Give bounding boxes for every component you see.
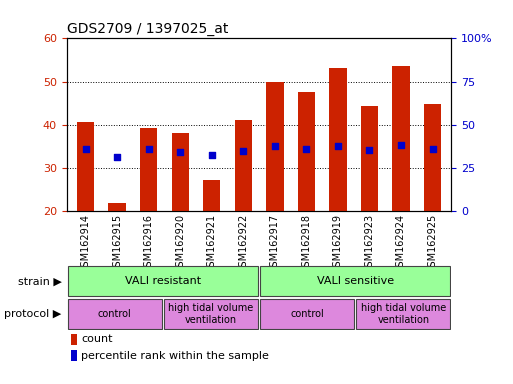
Point bbox=[271, 142, 279, 149]
Bar bbox=[260, 266, 450, 296]
Point bbox=[145, 146, 153, 152]
Text: percentile rank within the sample: percentile rank within the sample bbox=[81, 351, 269, 361]
Text: high tidal volume
ventilation: high tidal volume ventilation bbox=[361, 303, 446, 325]
Bar bbox=[164, 299, 258, 329]
Point bbox=[208, 152, 216, 158]
Point bbox=[302, 146, 310, 152]
Text: GDS2709 / 1397025_at: GDS2709 / 1397025_at bbox=[67, 22, 228, 36]
Point bbox=[82, 146, 90, 152]
Bar bbox=[140, 128, 157, 211]
Bar bbox=[260, 299, 354, 329]
Text: VALI resistant: VALI resistant bbox=[125, 276, 201, 286]
Bar bbox=[424, 104, 441, 211]
Text: count: count bbox=[81, 334, 113, 344]
Bar bbox=[392, 66, 410, 211]
Text: high tidal volume
ventilation: high tidal volume ventilation bbox=[168, 303, 253, 325]
Bar bbox=[171, 133, 189, 211]
Bar bbox=[266, 81, 284, 211]
Point bbox=[176, 149, 184, 155]
Point bbox=[334, 142, 342, 149]
Point bbox=[397, 142, 405, 148]
Text: control: control bbox=[98, 309, 132, 319]
Bar bbox=[108, 203, 126, 211]
Point bbox=[239, 148, 247, 154]
Text: strain ▶: strain ▶ bbox=[17, 276, 62, 286]
Point bbox=[428, 146, 437, 152]
Bar bbox=[298, 93, 315, 211]
Bar bbox=[234, 120, 252, 211]
Bar bbox=[77, 122, 94, 211]
Bar bbox=[361, 106, 378, 211]
Point bbox=[365, 147, 373, 153]
Bar bbox=[329, 68, 347, 211]
Bar bbox=[356, 299, 450, 329]
Bar bbox=[68, 266, 258, 296]
Bar bbox=[203, 180, 221, 211]
Text: control: control bbox=[290, 309, 324, 319]
Text: protocol ▶: protocol ▶ bbox=[4, 309, 62, 319]
Point bbox=[113, 154, 121, 160]
Bar bbox=[70, 333, 77, 345]
Text: VALI sensitive: VALI sensitive bbox=[317, 276, 394, 286]
Bar bbox=[70, 350, 77, 361]
Bar bbox=[68, 299, 162, 329]
